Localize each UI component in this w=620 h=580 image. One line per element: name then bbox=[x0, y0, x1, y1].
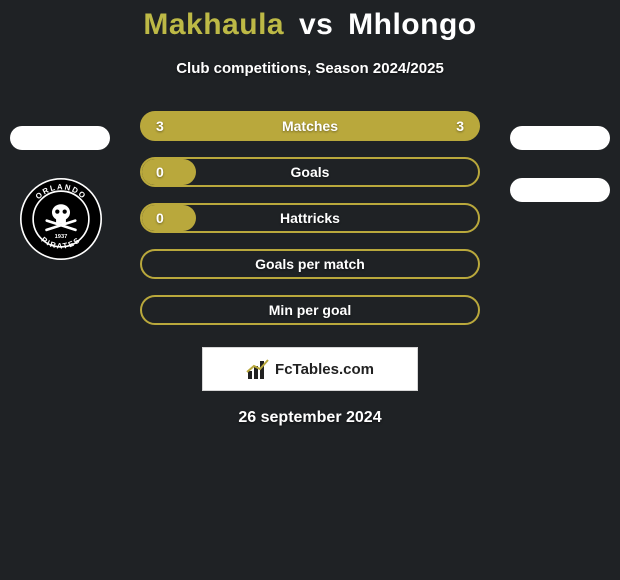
stat-right-value: 3 bbox=[456, 118, 464, 134]
date-text: 26 september 2024 bbox=[0, 409, 620, 427]
stat-row-mpg: Min per goal bbox=[140, 295, 480, 325]
club-emblem-svg: ORLANDO PIRATES 1937 bbox=[20, 178, 102, 260]
comparison-card: Makhaula vs Mhlongo Club competitions, S… bbox=[0, 0, 620, 580]
stat-row-gpm: Goals per match bbox=[140, 249, 480, 279]
stat-label: Min per goal bbox=[142, 302, 478, 318]
stat-label: Goals per match bbox=[142, 256, 478, 272]
stat-label: Matches bbox=[142, 118, 478, 134]
club-emblem: ORLANDO PIRATES 1937 bbox=[20, 178, 102, 260]
player1-name: Makhaula bbox=[143, 8, 284, 41]
vs-label: vs bbox=[293, 8, 339, 41]
right-club-ellipse-2 bbox=[510, 178, 610, 202]
left-club-ellipse bbox=[10, 126, 110, 150]
emblem-year: 1937 bbox=[55, 234, 68, 240]
subtitle: Club competitions, Season 2024/2025 bbox=[0, 60, 620, 77]
stat-label: Hattricks bbox=[142, 210, 478, 226]
comparison-title: Makhaula vs Mhlongo bbox=[0, 0, 620, 42]
banner-text: FcTables.com bbox=[275, 361, 374, 378]
stat-row-goals: 0 Goals bbox=[140, 157, 480, 187]
bars-icon bbox=[246, 357, 270, 381]
stat-row-hattricks: 0 Hattricks bbox=[140, 203, 480, 233]
stat-label: Goals bbox=[142, 164, 478, 180]
stat-row-matches: 3 Matches 3 bbox=[140, 111, 480, 141]
fctables-banner[interactable]: FcTables.com bbox=[202, 347, 418, 391]
player2-name: Mhlongo bbox=[348, 8, 476, 41]
right-club-ellipse bbox=[510, 126, 610, 150]
